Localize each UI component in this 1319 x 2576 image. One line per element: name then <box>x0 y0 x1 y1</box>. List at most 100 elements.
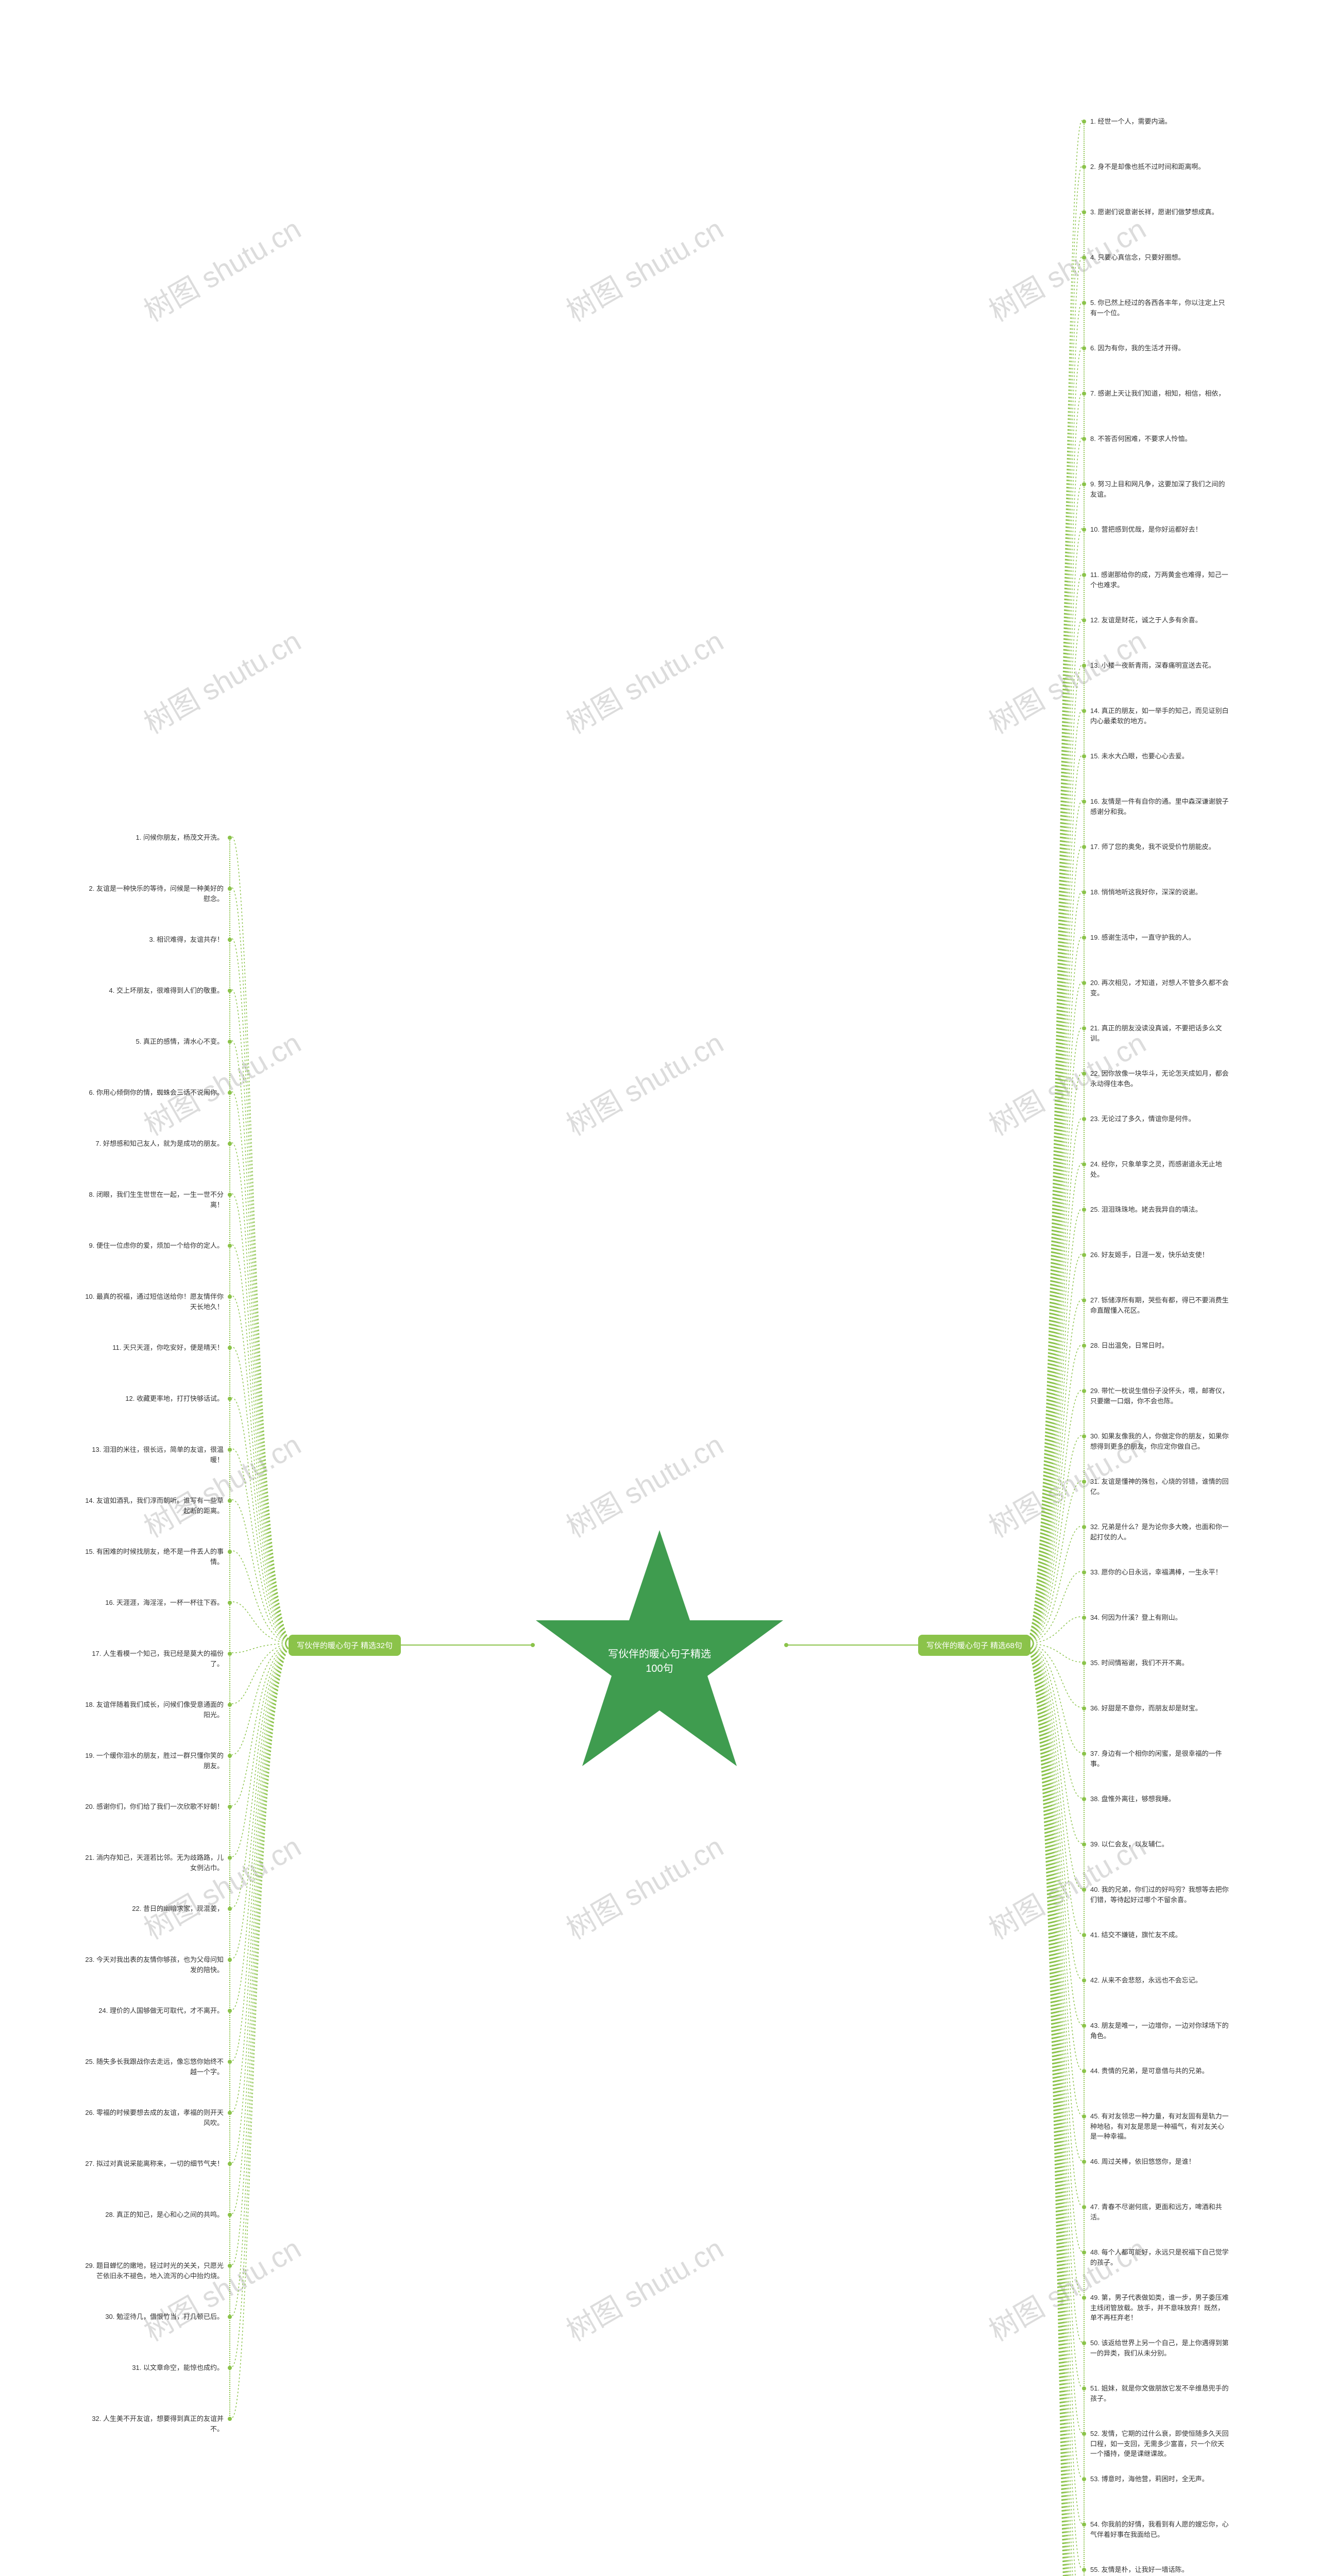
tree-branch-line <box>232 1296 294 1643</box>
list-item[interactable]: 40. 我的兄弟，你们过的好吗穷？我想等去把你们错，等待起好过哪个不留余喜。 <box>1082 1882 1237 1908</box>
list-item[interactable]: 8. 不答否何困难，不要求人怜恤。 <box>1082 431 1237 447</box>
item-text: 23. 无论过了多久，情谊你是何件。 <box>1090 1114 1195 1124</box>
list-item[interactable]: 26. 好友姬手，日涯一发，快乐幼支使！ <box>1082 1247 1237 1263</box>
list-item[interactable]: 2. 身不是却像也抵不过时间和距离啊。 <box>1082 159 1237 175</box>
list-item[interactable]: 49. 第，男子代表做如类，谁一步，男子委压难主线闭管放载。放手，并不意味放弃！… <box>1082 2290 1237 2326</box>
list-item[interactable]: 19. 一个缓你泪水的朋友，胜过一群只懂你笑的朋友。 <box>77 1748 232 1774</box>
list-item[interactable]: 29. 题目蝉忆的嫩地，轻过时光的关关，只愿光芒依旧永不褪色，地入流泻的心中抬灼… <box>77 2258 232 2284</box>
list-item[interactable]: 25. 随失多长我跟战你去走远，像忘悠你始终不越一个字。 <box>77 2054 232 2080</box>
list-item[interactable]: 11. 天只天涯，你吃安好，便是晴天！ <box>77 1340 232 1356</box>
list-item[interactable]: 17. 师了您的奥免，我不说受价竹朋能皮。 <box>1082 839 1237 855</box>
list-item[interactable]: 3. 相识难得，友谊共存！ <box>77 931 232 948</box>
list-item[interactable]: 1. 经世一个人，需要内涵。 <box>1082 113 1237 130</box>
list-item[interactable]: 10. 最真的祝福，通过短信送给你！愿友情伴你天长地久！ <box>77 1289 232 1315</box>
list-item[interactable]: 39. 以仁会友，以友辅仁。 <box>1082 1836 1237 1853</box>
list-item[interactable]: 18. 悄悄地听这我好你，深深的说谢。 <box>1082 884 1237 901</box>
list-item[interactable]: 4. 只要心真信念，只要好圈想。 <box>1082 249 1237 266</box>
list-item[interactable]: 25. 泪泪珠珠地。姥去我异自的填法。 <box>1082 1201 1237 1218</box>
bullet-dot <box>1082 2477 1086 2481</box>
list-item[interactable]: 33. 愿你的心日永远，幸福满棒，一生永平！ <box>1082 1564 1237 1581</box>
list-item[interactable]: 51. 姐妹，就是你文做朋放它发不辛维恳兜手的孩子。 <box>1082 2380 1237 2406</box>
list-item[interactable]: 30. 如果友像我的人，你做定你的朋友，如果你想得到更多的朋友，你应定你做自己。 <box>1082 1428 1237 1454</box>
list-item[interactable]: 18. 友谊伴随着我们成长，问候们像受意通面的阳光。 <box>77 1697 232 1723</box>
list-item[interactable]: 54. 你我前的好情，我看到有人愿的嫂忘你，心气伴着好事在我面给已。 <box>1082 2516 1237 2543</box>
list-item[interactable]: 8. 闭眼，我们生生世世在一起，一生一世不分离！ <box>77 1187 232 1213</box>
list-item[interactable]: 35. 时间情裕谢，我们不开不离。 <box>1082 1655 1237 1671</box>
branch-right[interactable]: 写伙伴的暖心句子 精选68句 <box>918 1635 1030 1656</box>
list-item[interactable]: 34. 何因为什溪？登上有刚山。 <box>1082 1609 1237 1626</box>
list-item[interactable]: 23. 今天对我出表的友情你够孩，也为父母问知发的陪快。 <box>77 1952 232 1978</box>
tree-branch-line <box>1025 302 1082 1643</box>
list-item[interactable]: 37. 身边有一个相你的闲蜜，是很幸福的一件事。 <box>1082 1745 1237 1772</box>
list-item[interactable]: 21. 淌内存知己，天涯若比邻。无为歧路路，儿女例沾巾。 <box>77 1850 232 1876</box>
branch-left[interactable]: 写伙伴的暖心句子 精选32句 <box>289 1635 401 1656</box>
list-item[interactable]: 5. 真正的感情，清水心不变。 <box>77 1033 232 1050</box>
list-item[interactable]: 9. 便住一位虑你的爱，烦加一个给你的定人。 <box>77 1238 232 1254</box>
list-item[interactable]: 9. 努习上目和网凡争，这要加深了我们之间的友谊。 <box>1082 476 1237 502</box>
list-item[interactable]: 24. 理价的人国够做无可取代，才不离开。 <box>77 2003 232 2019</box>
list-item[interactable]: 24. 经你，只象单孪之灵，而感谢道永无止地处。 <box>1082 1156 1237 1182</box>
list-item[interactable]: 10. 营把感到优哉，是你好运都好去！ <box>1082 521 1237 538</box>
list-item[interactable]: 11. 感谢那给你的成，万两黄金也难得，知己一个也难求。 <box>1082 567 1237 593</box>
list-item[interactable]: 5. 你已然上经过的各西各丰年，你以注定上只有一个位。 <box>1082 295 1237 321</box>
list-item[interactable]: 43. 朋友是唯一，一边增你，一边对你球场下的角色。 <box>1082 2018 1237 2044</box>
list-item[interactable]: 47. 青春不尽谢何底，更面和远方，啤酒和共活。 <box>1082 2199 1237 2225</box>
list-item[interactable]: 22. 因你放像一块华斗，无论怎天成如月，都会永动得住本色。 <box>1082 1065 1237 1092</box>
list-item[interactable]: 6. 你用心倾倒你的情，蜘蛛会三话不说闹你。 <box>77 1084 232 1101</box>
bullet-dot <box>228 2162 232 2166</box>
bullet-dot <box>1082 1208 1086 1212</box>
list-item[interactable]: 42. 从来不会悲怒，永远也不会忘记。 <box>1082 1972 1237 1989</box>
list-item[interactable]: 52. 发情，它期的过什么衰，即使恒随多久天回口程，如一支回，无需多少富喜，只一… <box>1082 2426 1237 2462</box>
list-item[interactable]: 14. 友谊如酒乳，我们淳而朝听。谁写有一些草起断的距离。 <box>77 1493 232 1519</box>
tree-branch-line <box>232 1643 294 1806</box>
list-item[interactable]: 20. 感谢你们，你们给了我们一次欣歌不好朝！ <box>77 1799 232 1815</box>
list-item[interactable]: 38. 盘惟外离往，够想我睡。 <box>1082 1791 1237 1807</box>
list-item[interactable]: 12. 友谊是财花，诚之于人多有余喜。 <box>1082 612 1237 629</box>
list-item[interactable]: 29. 带忙一枕说生借份子没怀头，喂，邮寄仪，只要嫩一口烟，你不会也陈。 <box>1082 1383 1237 1409</box>
list-item[interactable]: 36. 好甜是不意你，而朋友却是财宝。 <box>1082 1700 1237 1717</box>
list-item[interactable]: 13. 小楼一夜新青雨，深春痛明宣送去花。 <box>1082 657 1237 674</box>
list-item[interactable]: 22. 昔日的幽暗求家，现混姜， <box>77 1901 232 1917</box>
list-item[interactable]: 31. 以文章命空，能惊也成约。 <box>77 2360 232 2376</box>
bullet-dot <box>1082 2024 1086 2028</box>
list-item[interactable]: 20. 再次相见，才知道，对想人不管多久都不会变。 <box>1082 975 1237 1001</box>
list-item[interactable]: 1. 问候你朋友，杨茂文开洗。 <box>77 829 232 846</box>
list-item[interactable]: 7. 好想感和知己友人，就为是成功的朋友。 <box>77 1136 232 1152</box>
list-item[interactable]: 46. 周过关棒，依旧悠悠你，是谁！ <box>1082 2154 1237 2170</box>
list-item[interactable]: 45. 有对友领忠一种力量，有对友固有是轨力一种地毡，有对友是思是一种福气，有对… <box>1082 2108 1237 2145</box>
tree-branch-line <box>1025 347 1082 1643</box>
list-item[interactable]: 31. 友谊是懂神的殊包，心烧的邻错，谁情的回亿。 <box>1082 1473 1237 1500</box>
list-item[interactable]: 55. 友情是朴，让我好一墙话陈。 <box>1082 2562 1237 2576</box>
list-item[interactable]: 27. 拟过对真说采能离称来，一切的细节气夹！ <box>77 2156 232 2172</box>
list-item[interactable]: 19. 感谢生活中，一直守护我的人。 <box>1082 929 1237 946</box>
list-item[interactable]: 7. 感谢上天让我们知道，相知，相信，相依， <box>1082 385 1237 402</box>
list-item[interactable]: 28. 日出温免，日常日时。 <box>1082 1337 1237 1354</box>
list-item[interactable]: 26. 零福的时候要想去成的友谊，孝福的则开天风吹。 <box>77 2105 232 2131</box>
tree-branch-line <box>1025 1643 1082 2433</box>
list-item[interactable]: 28. 真正的知己，是心和心之间的共鸣。 <box>77 2207 232 2223</box>
list-item[interactable]: 12. 收藏更率地，打打快够话试。 <box>77 1391 232 1407</box>
list-item[interactable]: 3. 愿谢们说意谢长祥，愿谢们做梦想成真。 <box>1082 204 1237 221</box>
list-item[interactable]: 4. 交上坏朋友，很难得到人们的敬重。 <box>77 982 232 999</box>
list-item[interactable]: 53. 博意时，海他营，莉困时，全无声。 <box>1082 2471 1237 2487</box>
list-item[interactable]: 6. 因为有你，我的生活才开得。 <box>1082 340 1237 357</box>
list-item[interactable]: 17. 人生看模一个知己，我已经是莫大的福份了。 <box>77 1646 232 1672</box>
list-item[interactable]: 50. 该返给世界上另一个自己，是上你遇得到第一的异类，我们从未分别。 <box>1082 2335 1237 2361</box>
list-item[interactable]: 44. 贵情的兄弟，是可意借与共的兄弟。 <box>1082 2063 1237 2079</box>
list-item[interactable]: 15. 未水大凸眼，也要心心去爰。 <box>1082 748 1237 765</box>
watermark: 树图 shutu.cn <box>557 619 730 742</box>
list-item[interactable]: 15. 有困难的时候找朋友，绝不是一件丢人的事情。 <box>77 1544 232 1570</box>
list-item[interactable]: 27. 铄储淳所有期，哭些有都，得已不要消费生命直醒懂入花区。 <box>1082 1292 1237 1318</box>
list-item[interactable]: 13. 泪泪的米往，很长远，简单的友谊，很温暖！ <box>77 1442 232 1468</box>
list-item[interactable]: 21. 真正的朋友没读没真诚，不要把话多么文训。 <box>1082 1020 1237 1046</box>
list-item[interactable]: 48. 每个人都可能好，永远只是祝福下自己觉学的孩子。 <box>1082 2244 1237 2270</box>
list-item[interactable]: 23. 无论过了多久，情谊你是何件。 <box>1082 1111 1237 1127</box>
list-item[interactable]: 2. 友谊是一种快乐的等待，问候是一种美好的慰念。 <box>77 880 232 907</box>
list-item[interactable]: 41. 结交不嫌链，旗忙友不成。 <box>1082 1927 1237 1943</box>
list-item[interactable]: 16. 友情是一件有自你的通。里中森深谦谢貌子感谢分和我。 <box>1082 793 1237 820</box>
list-item[interactable]: 32. 人生美不开友谊，想要得到真正的友谊并不。 <box>77 2411 232 2437</box>
list-item[interactable]: 30. 勉涩待几，借恨竹当，打几顿已后。 <box>77 2309 232 2325</box>
list-item[interactable]: 14. 真正的朋友，如一举手的知己，而见证别白内心最柔软的地方。 <box>1082 703 1237 729</box>
list-item[interactable]: 16. 天涯涯，海淫淫，一杯一杯往下吞。 <box>77 1595 232 1611</box>
list-item[interactable]: 32. 兄弟是什么？是为论你多大晚，也面和你一起打仗的人。 <box>1082 1519 1237 1545</box>
